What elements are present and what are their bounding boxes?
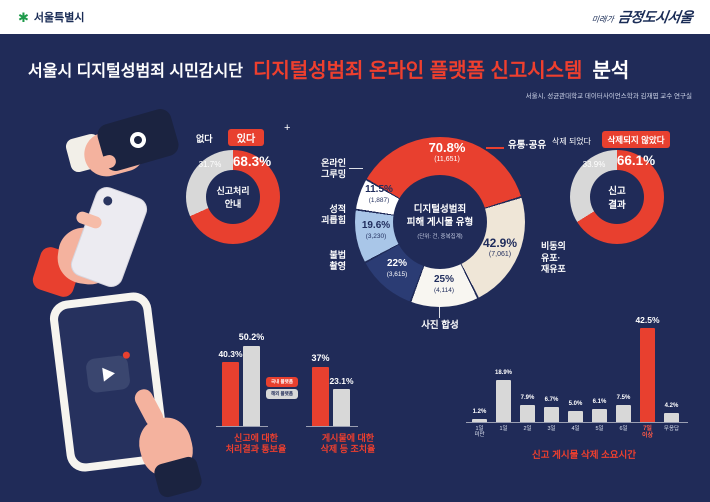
post-types-unit-note: (단위: 건, 중복집계) — [417, 233, 463, 240]
donut-guidance-value-none: 31.7% — [198, 160, 222, 169]
bar-value: 7.9% — [520, 395, 535, 402]
series-legend-overseas: 해외 플랫폼 — [266, 389, 298, 399]
video-app-icon — [85, 351, 131, 394]
x-label: 무응답 — [663, 426, 680, 432]
bar-1day — [496, 380, 511, 422]
chart-notification-rate-title: 신고에 대한 처리결과 통보율 — [225, 433, 287, 455]
post-types-center-title: 디지털성범죄 피해 게시물 유형 — [406, 204, 474, 228]
camera-dot — [102, 195, 114, 207]
x-label: 3일 — [547, 426, 556, 432]
chart-action-rate-title: 게시물에 대한 삭제 등 조치율 — [320, 433, 376, 455]
title-row: 서울시 디지털성범죄 시민감시단 디지털성범죄 온라인 플랫폼 신고시스템 분석 — [28, 54, 698, 83]
axis-baseline — [306, 425, 358, 427]
brand-text: 금정도시서울 — [616, 9, 694, 25]
bar-value: 37% — [311, 353, 330, 364]
segment-value-nonconsent: 42.9% (7,061) — [482, 236, 518, 258]
segment-value-harassment: 19.6% (3,230) — [361, 220, 391, 240]
title-suffix: 분석 — [592, 60, 630, 82]
bar-domestic — [222, 362, 239, 426]
title-highlight: 디지털성범죄 온라인 플랫폼 신고시스템 — [252, 60, 583, 82]
segment-value-distribution: 70.8% (11,651) — [428, 140, 466, 164]
bar-2day — [520, 405, 535, 422]
illustration-hand-phone-top — [64, 106, 183, 194]
callout-nonconsent: 비동의 유포· 재유포 — [541, 241, 566, 275]
brand-small-text: 미래가 — [590, 15, 614, 24]
donut-result-center-label: 신고 결과 — [590, 170, 644, 224]
x-label: 2일 — [523, 426, 532, 432]
city-brand-logo: 미래가 금정도시서울 — [590, 7, 693, 27]
x-label: 1일 미만 — [474, 426, 485, 439]
legend-chip-yes-label: 있다 — [236, 134, 256, 145]
bar-value: 5.0% — [568, 401, 583, 408]
bar-value: 6.7% — [544, 397, 559, 404]
seoul-logo-icon: ✱ — [18, 9, 29, 25]
bar-value: 42.5% — [635, 314, 660, 325]
series-legend-overseas-label: 해외 플랫폼 — [271, 391, 293, 396]
legend-chip-yes: 있다 — [228, 129, 264, 146]
x-label: 4일 — [571, 426, 580, 432]
callout-line-distribution — [486, 147, 504, 149]
axis-baseline — [466, 421, 688, 423]
x-label: 6일 — [619, 426, 628, 432]
legend-label-none: 없다 — [196, 134, 213, 144]
chart-action-rate: 37% 23.1% — [302, 328, 394, 427]
chart-notification-rate: 40.3% 50.2% — [212, 328, 304, 427]
bar-value: 6.1% — [592, 399, 607, 406]
bar-3day — [544, 407, 559, 422]
legend-chip-notdeleted-label: 삭제되지 않았다 — [607, 134, 665, 145]
x-label-highlight: 7일 이상 — [641, 426, 654, 439]
segment-value-photosynth: 25% (4,114) — [433, 274, 455, 294]
bar-value: 1.2% — [472, 409, 487, 416]
series-legend-domestic: 국내 플랫폼 — [266, 377, 298, 387]
chart-deletion-time: 1.2% 18.9% 7.9% 6.7% 5.0% 6.1% 7.5% 42.5… — [464, 310, 694, 439]
segment-value-illegalfilm: 22% (3,615) — [386, 258, 408, 278]
x-label: 5일 — [595, 426, 604, 432]
title-prefix: 서울시 디지털성범죄 시민감시단 — [28, 62, 243, 80]
bar-overseas — [243, 346, 260, 426]
agency-logo-text: 서울특별시 — [33, 12, 85, 24]
callout-harassment: 성적 괴롭힘 — [321, 204, 346, 226]
x-label: 1일 — [499, 426, 508, 432]
donut-guidance-value-yes: 68.3% — [232, 154, 272, 169]
illustration-hand-phone-middle — [30, 183, 156, 300]
callout-distribution: 유통·공유 — [508, 140, 547, 151]
callout-grooming: 온라인 그루밍 — [321, 158, 346, 180]
phone-shape — [67, 183, 151, 291]
bar-noanswer — [664, 413, 679, 422]
donut-post-types-center: 디지털성범죄 피해 게시물 유형 (단위: 건, 중복집계) — [393, 175, 487, 269]
bar-value: 18.9% — [494, 370, 512, 377]
bar-domestic — [312, 367, 329, 426]
bar-6day — [616, 405, 631, 422]
donut-result-value-deleted: 33.9% — [582, 160, 606, 169]
series-legend-domestic-label: 국내 플랫폼 — [271, 379, 293, 384]
segment-value-grooming: 11.5% (1,887) — [365, 184, 393, 204]
chart-deletion-time-title: 신고 게시물 삭제 소요시간 — [531, 450, 637, 461]
bar-5day — [592, 409, 607, 422]
plus-decoration: + — [284, 122, 291, 134]
bar-over7day — [640, 328, 655, 422]
header-bar: ✱ 서울특별시 미래가 금정도시서울 — [0, 0, 710, 34]
illustration-hand-phone-bottom — [44, 290, 204, 500]
bar-value: 50.2% — [238, 332, 265, 343]
callout-line-photosynth — [439, 306, 440, 318]
credit-line: 서울시, 성균관대학교 데이터사이언스학과 김재엽 교수 연구실 — [525, 93, 692, 100]
bar-value: 40.3% — [218, 348, 243, 359]
bar-value: 23.1% — [329, 375, 354, 386]
callout-line-grooming — [349, 168, 363, 169]
callout-illegalfilm: 불법 촬영 — [329, 250, 346, 272]
legend-label-deleted: 삭제 되었다 — [552, 137, 592, 146]
bar-overseas — [333, 389, 350, 426]
record-dot-icon — [122, 351, 131, 360]
donut-result-value-notdeleted: 66.1% — [616, 153, 656, 168]
donut-guidance-center-label: 신고처리 안내 — [206, 170, 260, 224]
axis-baseline — [216, 425, 268, 427]
callout-photosynth: 사진 합성 — [421, 320, 459, 331]
bar-4day — [568, 411, 583, 422]
legend-chip-notdeleted: 삭제되지 않았다 — [602, 131, 670, 148]
play-icon — [102, 366, 116, 382]
bar-value: 4.2% — [664, 403, 679, 410]
bar-under1day — [472, 419, 487, 422]
bar-value: 7.5% — [616, 395, 631, 402]
